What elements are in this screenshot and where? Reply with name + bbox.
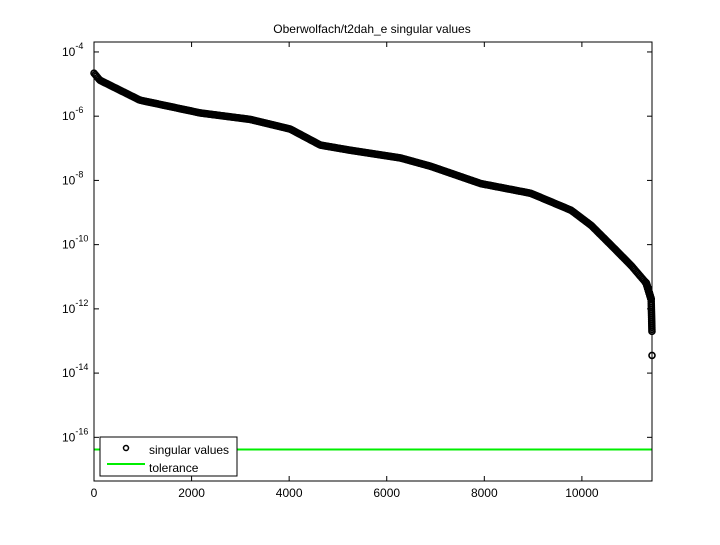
y-tick-label: 10-12 [62, 298, 88, 316]
x-tick-label: 0 [91, 486, 98, 500]
plot-frame [93, 41, 653, 482]
y-tick-label: 10-10 [62, 234, 88, 252]
y-tick-label: 10-8 [62, 169, 83, 187]
axes-layer: 0 2000 4000 6000 8000 10000 10-4 10-6 10-8 10-10 1… [62, 41, 652, 500]
x-tick-label: 8000 [471, 486, 498, 500]
x-tick-label: 2000 [178, 486, 205, 500]
series-layer [90, 69, 656, 451]
y-tick-label: 10-4 [62, 41, 83, 59]
legend-box [99, 436, 238, 477]
x-tick-label: 10000 [565, 486, 599, 500]
chart-title: Oberwolfach/t2dah_e singular values [273, 22, 470, 36]
y-tick-label: 10-14 [62, 362, 88, 380]
y-tick-label: 10-6 [62, 105, 83, 123]
legend-label-singular-values: singular values [149, 443, 229, 457]
y-tick-label: 10-16 [62, 426, 88, 444]
legend-label-tolerance: tolerance [149, 461, 199, 475]
x-tick-label: 6000 [373, 486, 400, 500]
x-tick-label: 4000 [276, 486, 303, 500]
legend: singular values tolerance [99, 436, 238, 477]
legend-marker-singular-values [122, 444, 130, 452]
